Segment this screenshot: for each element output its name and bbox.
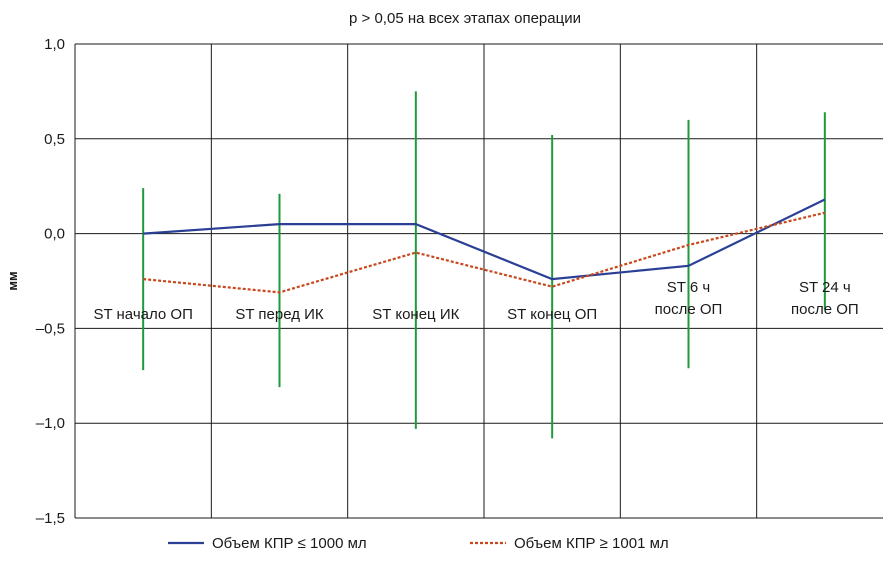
y-tick-label: 1,0	[44, 36, 65, 53]
series-lines	[143, 198, 826, 294]
category-label: ST 24 ч	[799, 279, 851, 296]
category-labels: ST начало ОП ST перед ИК ST конец ИК ST кон…	[93, 279, 858, 323]
category-label: ST перед ИК	[235, 306, 324, 323]
category-label: после ОП	[791, 301, 859, 318]
category-label: ST конец ОП	[507, 306, 597, 323]
legend: Объем КПР ≤ 1000 мл Объем КПР ≥ 1001 мл	[168, 535, 669, 552]
y-tick-label: 0,0	[44, 226, 65, 243]
y-tick-label: –1,0	[36, 415, 65, 432]
category-label: ST начало ОП	[93, 306, 192, 323]
legend-label: Объем КПР ≤ 1000 мл	[212, 535, 367, 552]
chart-title: p > 0,05 на всех этапах операции	[349, 10, 581, 27]
y-tick-label: –1,5	[36, 510, 65, 527]
y-tick-labels: 1,0 0,5 0,0 –0,5 –1,0 –1,5	[36, 36, 65, 527]
legend-label: Объем КПР ≥ 1001 мл	[514, 535, 669, 552]
y-tick-label: 0,5	[44, 131, 65, 148]
category-label: ST конец ИК	[372, 306, 459, 323]
category-label: ST 6 ч	[667, 279, 710, 296]
grid	[74, 43, 883, 519]
category-label: после ОП	[655, 301, 723, 318]
y-axis-label: мм	[5, 271, 20, 290]
series-line-1	[143, 198, 826, 281]
y-tick-label: –0,5	[36, 320, 65, 337]
series-line-2	[143, 211, 826, 294]
